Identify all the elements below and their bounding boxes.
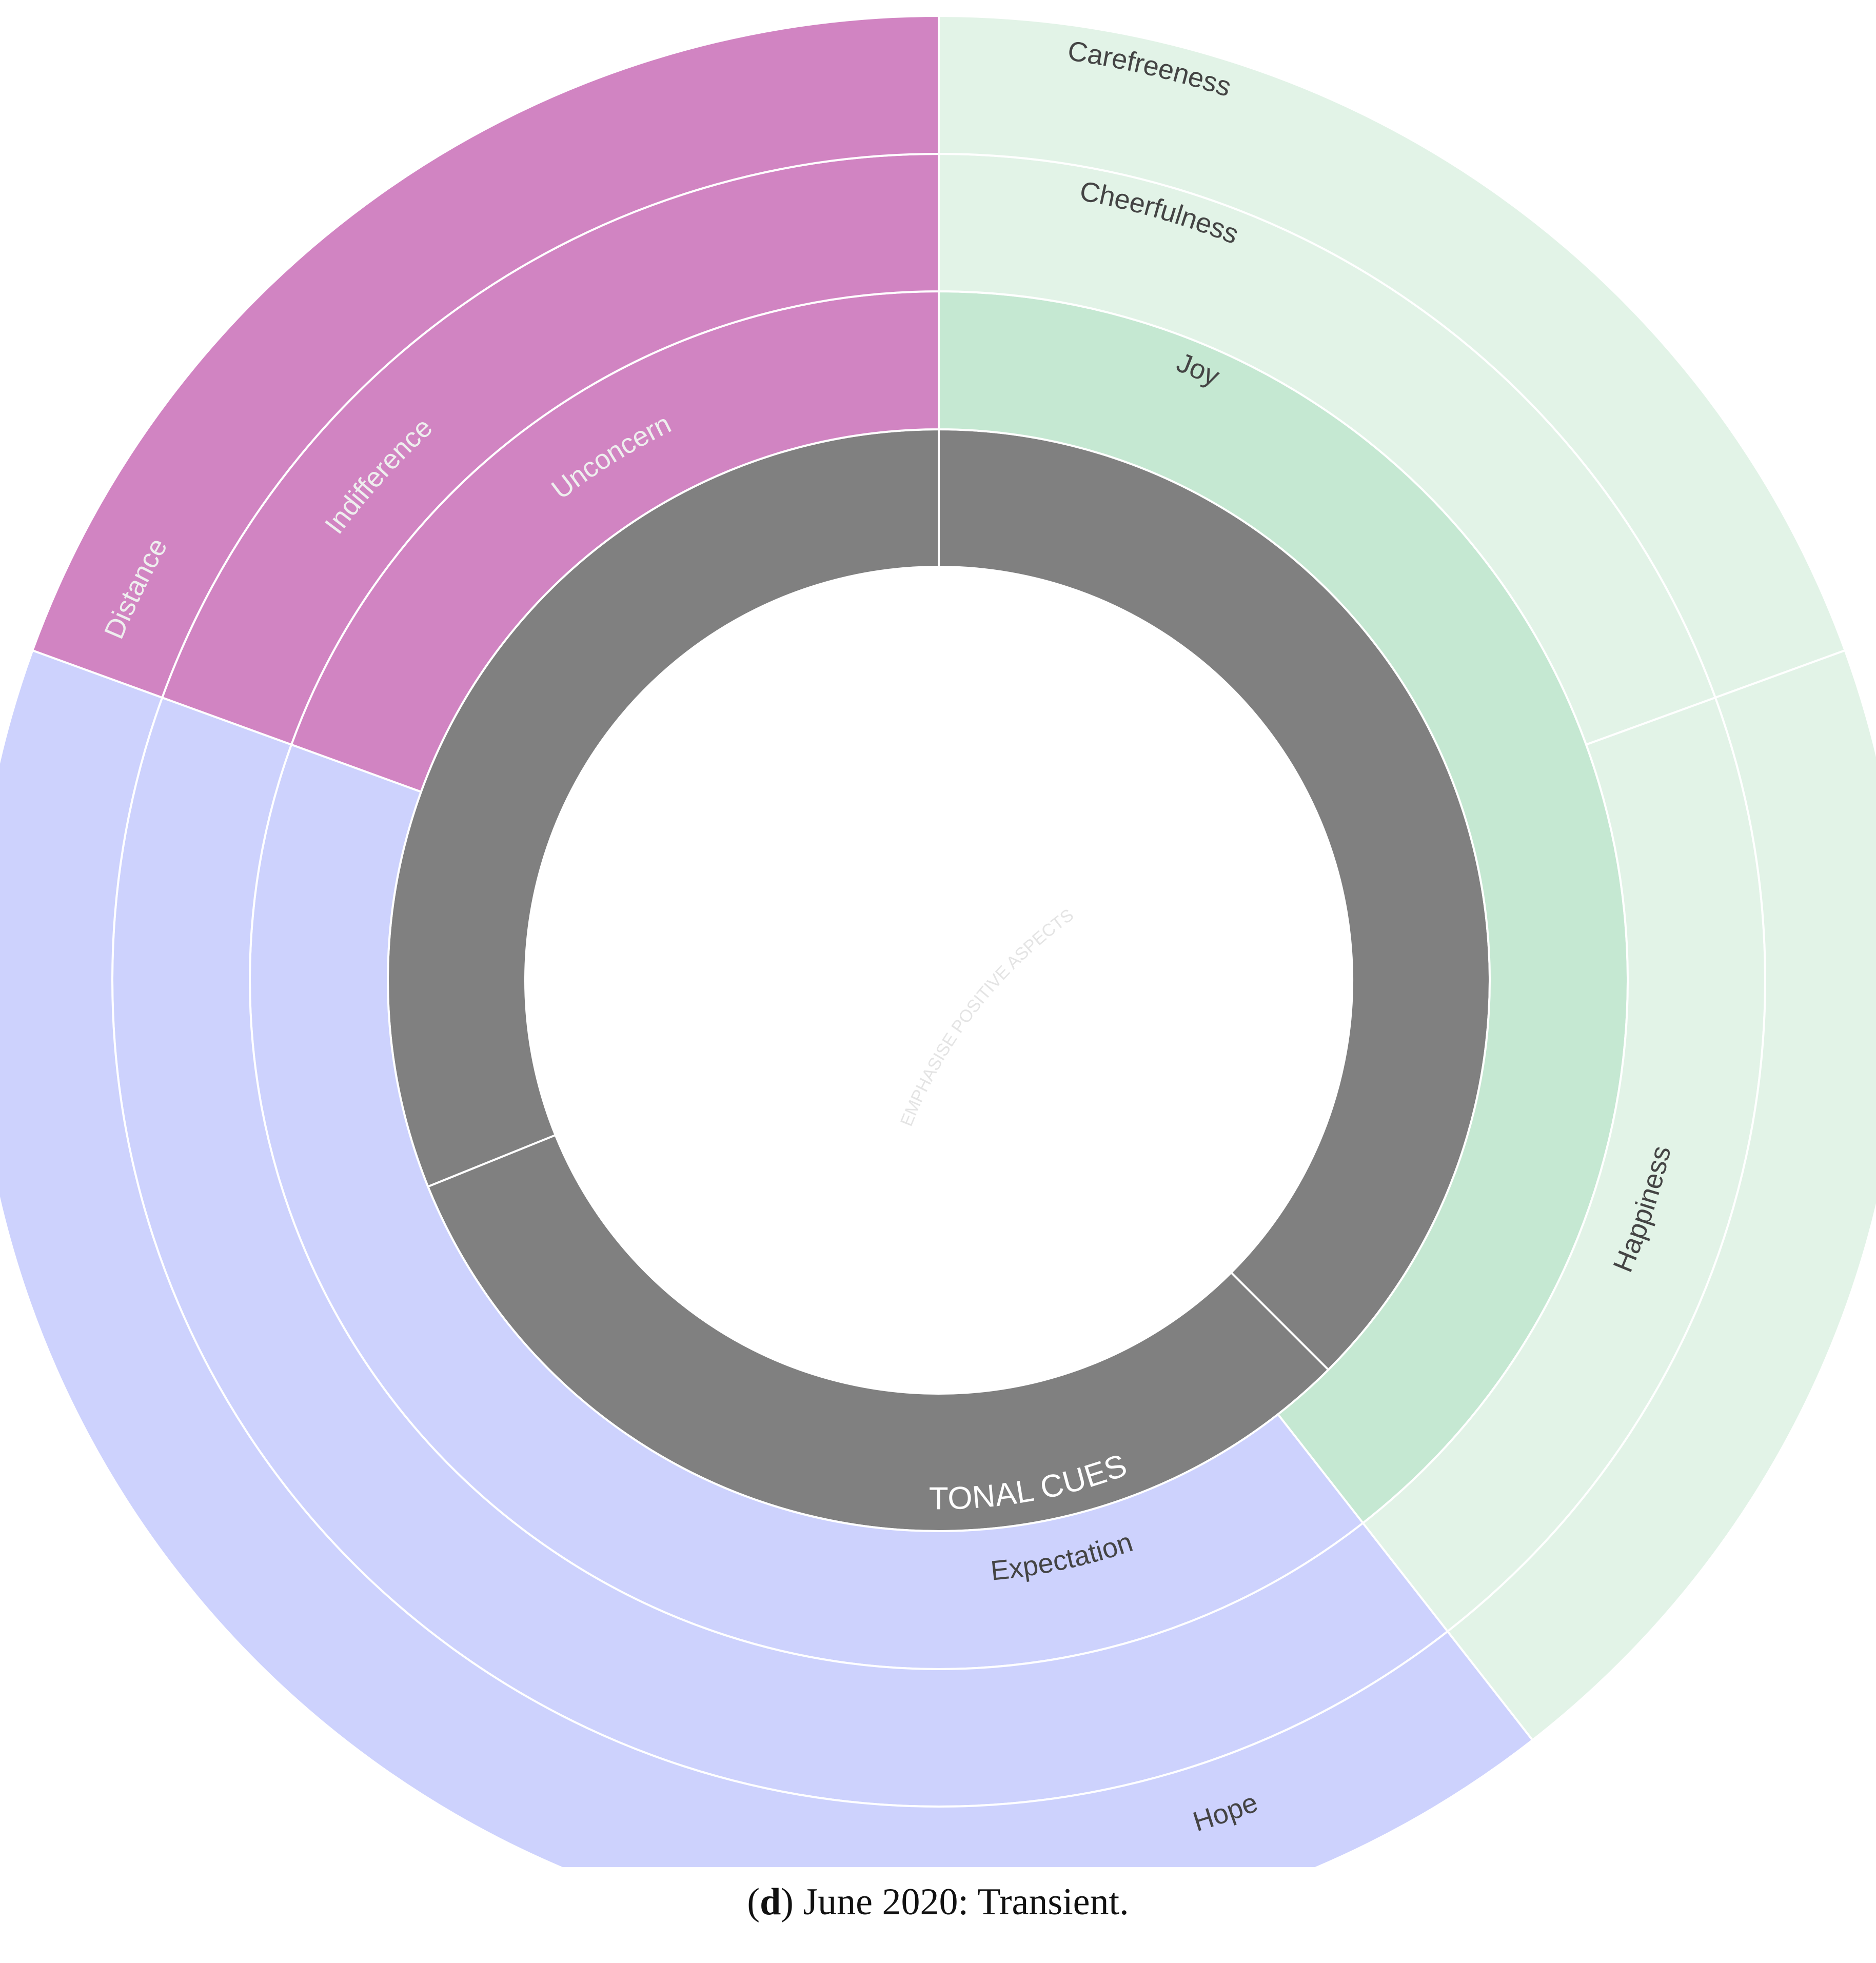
ring4-segment-distance[interactable] xyxy=(31,14,940,699)
figure-caption: (d) June 2020: Transient. xyxy=(747,1881,1129,1923)
caption-panel-letter: d xyxy=(760,1881,781,1923)
sunburst-segments xyxy=(0,14,1876,1867)
ring4-segment-carefreeness[interactable] xyxy=(938,14,1847,699)
segment-label-help-realise-desires-needs: HELP REALISE DESIRES & NEEDS xyxy=(660,825,874,1273)
segment-label-emphasise-positive-aspects: EMPHASISE POSITIVE ASPECTS xyxy=(897,905,1077,1129)
ring4-segment-hope[interactable] xyxy=(0,649,1534,1867)
caption-text: June 2020: Transient. xyxy=(803,1881,1129,1923)
ring4-segment-happiness[interactable] xyxy=(1446,649,1876,1742)
